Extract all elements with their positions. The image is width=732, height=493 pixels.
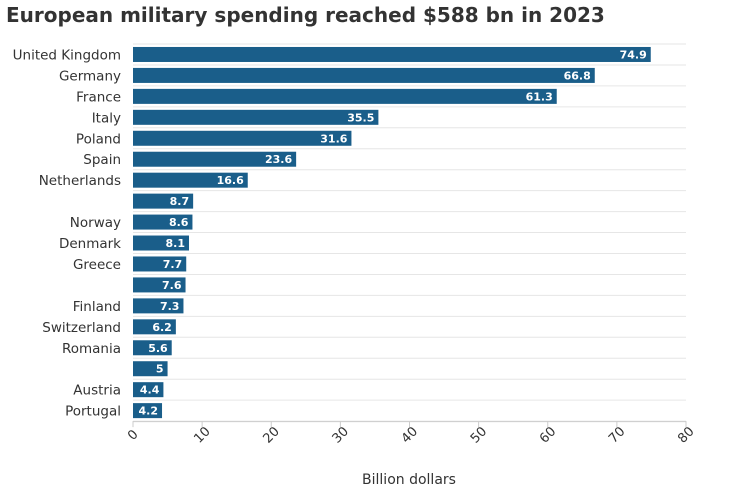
category-label: Finland (73, 299, 121, 315)
bar (133, 340, 172, 356)
chart-title: European military spending reached $588 … (6, 3, 605, 27)
value-label: 66.8 (564, 69, 591, 82)
tick-label: 60 (537, 424, 559, 446)
category-label: Switzerland (42, 320, 121, 336)
category-labels: United Kingdom Germany France Italy Poland Sp… (13, 47, 122, 419)
category-label: Italy (92, 110, 121, 126)
tick-label: 80 (675, 424, 697, 446)
category-label: Germany (59, 68, 121, 84)
tick-label: 10 (191, 424, 213, 446)
category-label: France (76, 89, 121, 105)
x-axis-label: Billion dollars (362, 472, 456, 488)
value-label: 6.2 (152, 321, 172, 334)
bar (133, 172, 248, 188)
value-label: 5 (156, 363, 164, 376)
bar (133, 235, 189, 251)
category-label: Portugal (65, 404, 121, 420)
bar (133, 67, 595, 83)
bar (133, 151, 297, 167)
value-label: 35.5 (347, 111, 374, 124)
tick-label: 70 (606, 424, 628, 446)
category-label: Romania (62, 341, 121, 357)
value-label: 4.2 (139, 405, 159, 418)
value-labels: 74.9 66.8 61.3 35.531.6 23.6 16.6 8.7 8.6 8.1 7.7… (139, 48, 647, 417)
category-label: Netherlands (39, 173, 121, 189)
value-label: 8.7 (170, 195, 190, 208)
value-label: 8.1 (165, 237, 185, 250)
value-label: 4.4 (140, 384, 160, 397)
tick-label: 40 (399, 424, 421, 446)
value-label: 23.6 (265, 153, 292, 166)
tick-label: 0 (125, 427, 141, 443)
bar (133, 193, 194, 209)
bar (133, 214, 193, 230)
value-label: 61.3 (526, 90, 553, 103)
bar (133, 256, 187, 272)
value-label: 5.6 (148, 342, 168, 355)
category-label: Austria (73, 383, 121, 399)
category-label: Poland (76, 131, 121, 147)
bar (133, 382, 164, 398)
bar (133, 277, 186, 293)
value-label: 8.6 (169, 216, 189, 229)
value-label: 7.6 (162, 279, 182, 292)
value-label: 74.9 (620, 48, 647, 61)
bar (133, 88, 557, 104)
value-label: 31.6 (320, 132, 347, 145)
bars (133, 46, 651, 419)
bar (133, 109, 379, 125)
value-label: 16.6 (217, 174, 244, 187)
bar (133, 319, 176, 335)
bar (133, 298, 184, 314)
x-axis-ticks: 0 10 20 30 40 50 60 70 80 (125, 421, 698, 447)
category-label: Denmark (59, 236, 121, 252)
tick-label: 20 (260, 424, 282, 446)
bar (133, 361, 168, 377)
bar (133, 46, 651, 62)
tick-label: 30 (330, 424, 352, 446)
value-label: 7.3 (160, 300, 180, 313)
tick-label: 50 (468, 424, 490, 446)
category-label: United Kingdom (13, 47, 121, 63)
category-label: Greece (73, 257, 121, 273)
bar (133, 403, 163, 419)
bar (133, 130, 352, 146)
category-label: Spain (83, 152, 121, 168)
category-label: Norway (70, 215, 121, 231)
value-label: 7.7 (163, 258, 183, 271)
